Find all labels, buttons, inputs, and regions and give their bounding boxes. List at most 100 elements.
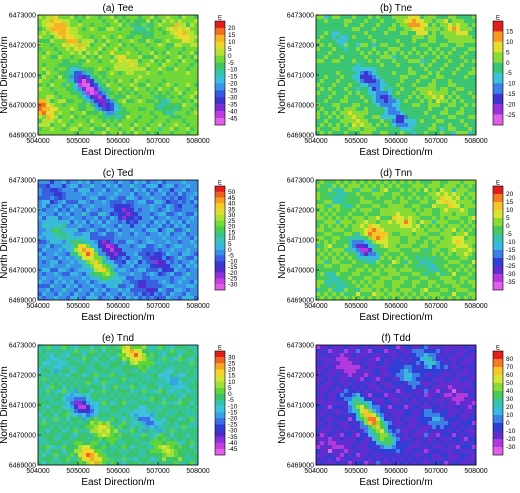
heatmap-cell — [170, 95, 175, 100]
heatmap-cell — [468, 284, 473, 289]
heatmap-cell — [368, 200, 373, 205]
heatmap-cell — [424, 27, 429, 32]
heatmap-cell — [142, 91, 147, 96]
heatmap-cell — [90, 220, 95, 225]
heatmap-cell — [174, 83, 179, 88]
heatmap-cell — [82, 192, 87, 197]
heatmap-cell — [74, 111, 79, 116]
heatmap-cell — [46, 59, 51, 64]
heatmap-cell — [344, 63, 349, 68]
heatmap-cell — [424, 188, 429, 193]
heatmap-cell — [360, 115, 365, 120]
heatmap-cell — [146, 119, 151, 124]
heatmap-cell — [472, 288, 477, 293]
heatmap-cell — [412, 208, 417, 213]
heatmap-cell — [320, 260, 325, 265]
heatmap-cell — [106, 248, 111, 253]
heatmap-cell — [332, 232, 337, 237]
heatmap-cell — [428, 111, 433, 116]
heatmap-cell — [472, 23, 477, 28]
heatmap-cell — [436, 296, 441, 301]
heatmap-cell — [178, 224, 183, 229]
heatmap-cell — [138, 204, 143, 209]
heatmap-cell — [404, 23, 409, 28]
heatmap-cell — [106, 43, 111, 48]
heatmap-cell — [90, 280, 95, 285]
heatmap-cell — [126, 220, 131, 225]
heatmap-cell — [170, 115, 175, 120]
heatmap-cell — [182, 256, 187, 261]
heatmap-cell — [54, 19, 59, 24]
heatmap-cell — [102, 220, 107, 225]
heatmap-cell — [54, 115, 59, 120]
heatmap-cell — [404, 208, 409, 213]
heatmap-cell — [174, 244, 179, 249]
heatmap-cell — [158, 35, 163, 40]
heatmap-cell — [444, 59, 449, 64]
heatmap-cell — [460, 19, 465, 24]
heatmap-cell — [190, 208, 195, 213]
colorbar-tick-label: -25 — [228, 276, 238, 283]
heatmap-cell — [336, 288, 341, 293]
heatmap-cell — [106, 15, 111, 20]
heatmap-cell — [464, 284, 469, 289]
heatmap-cell — [320, 280, 325, 285]
heatmap-cell — [444, 268, 449, 273]
heatmap-cell — [428, 35, 433, 40]
heatmap-cell — [98, 212, 103, 217]
heatmap-cell — [58, 192, 63, 197]
heatmap-cell — [360, 284, 365, 289]
colorbar-swatch — [493, 83, 503, 94]
heatmap-cell — [114, 204, 119, 209]
heatmap-cell — [58, 95, 63, 100]
heatmap-cell — [380, 204, 385, 209]
heatmap-cell — [408, 236, 413, 241]
heatmap-cell — [468, 232, 473, 237]
heatmap-cell — [372, 35, 377, 40]
heatmap-cell — [332, 268, 337, 273]
heatmap-cell — [392, 43, 397, 48]
heatmap-cell — [102, 184, 107, 189]
heatmap-cell — [360, 252, 365, 257]
heatmap-cell — [392, 240, 397, 245]
heatmap-cell — [50, 119, 55, 124]
heatmap-cell — [412, 27, 417, 32]
heatmap-cell — [142, 103, 147, 108]
heatmap-cell — [408, 276, 413, 281]
heatmap-cell — [352, 63, 357, 68]
heatmap-cell — [62, 87, 67, 92]
heatmap-cell — [110, 87, 115, 92]
heatmap-cell — [364, 236, 369, 241]
heatmap-cell — [396, 91, 401, 96]
heatmap-cell — [138, 208, 143, 213]
heatmap-cell — [50, 296, 55, 301]
heatmap-cell — [424, 75, 429, 80]
heatmap-cell — [98, 288, 103, 293]
heatmap-cell — [62, 260, 67, 265]
heatmap-cell — [94, 180, 99, 185]
heatmap-cell — [54, 51, 59, 56]
heatmap-cell — [412, 55, 417, 60]
heatmap-cell — [432, 119, 437, 124]
heatmap-cell — [50, 43, 55, 48]
heatmap-cell — [78, 244, 83, 249]
heatmap-cell — [380, 131, 385, 136]
heatmap-cell — [54, 208, 59, 213]
heatmap-cell — [444, 99, 449, 104]
heatmap-cell — [468, 296, 473, 301]
heatmap-cell — [174, 31, 179, 36]
heatmap-cell — [432, 256, 437, 261]
heatmap-cell — [376, 284, 381, 289]
heatmap-cell — [58, 220, 63, 225]
heatmap-cell — [328, 43, 333, 48]
heatmap-cell — [320, 63, 325, 68]
heatmap-cell — [408, 107, 413, 112]
y-tick-label: 6470000 — [287, 103, 314, 110]
heatmap-cell — [70, 280, 75, 285]
heatmap-cell — [356, 31, 361, 36]
heatmap-cell — [432, 103, 437, 108]
heatmap-cell — [472, 103, 477, 108]
heatmap-cell — [328, 180, 333, 185]
heatmap-cell — [396, 43, 401, 48]
heatmap-cell — [94, 107, 99, 112]
